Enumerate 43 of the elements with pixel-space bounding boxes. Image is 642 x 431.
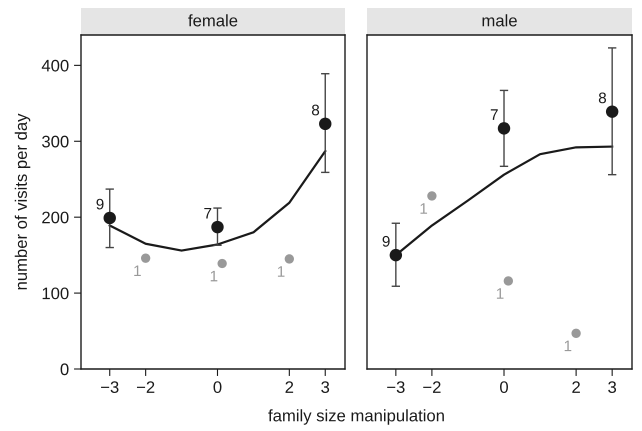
point [498,122,510,135]
y-tick-label: 0 [60,363,69,376]
point [427,191,437,201]
x-tick-label: −2 [136,381,154,393]
point [571,328,581,338]
x-tick-label: 3 [608,381,616,394]
y-tick-label: 300 [42,136,69,148]
annotation: 1 [210,270,218,282]
point [140,254,150,263]
x-tick-label: 0 [500,381,508,394]
annotation: 1 [278,266,284,277]
annotation: 7 [490,109,498,120]
annotation: 9 [96,198,104,210]
annotation: 8 [312,104,320,116]
point [284,254,294,264]
x-tick-label: 2 [572,381,580,393]
y-tick-label: 200 [42,212,69,224]
x-tick-label: −3 [387,381,405,394]
x-tick-label: −2 [423,381,441,393]
annotation: 8 [598,92,606,104]
annotation: 1 [420,203,428,214]
annotation: 7 [204,208,212,218]
point [319,118,332,130]
annotation: 1 [496,288,504,299]
x-tick-label: 0 [214,381,222,394]
annotation: 1 [564,340,572,352]
x-tick-label: 3 [321,381,330,394]
point [218,258,227,268]
chart-title: male [482,14,517,26]
point [104,212,116,224]
x-tick-label: −3 [101,381,119,394]
x-tick-label: 2 [286,381,294,393]
annotation: 1 [134,266,141,276]
x-axis-title: family size manipulation [268,409,444,425]
y-axis-title: number of visits per day [14,114,30,290]
y-tick-label: 400 [42,60,69,72]
point [211,220,224,234]
point [606,105,618,118]
y-tick-label: 100 [42,287,69,300]
annotation: 9 [382,236,390,247]
point [390,248,402,262]
point [504,276,513,286]
chart-title: female [188,14,238,26]
